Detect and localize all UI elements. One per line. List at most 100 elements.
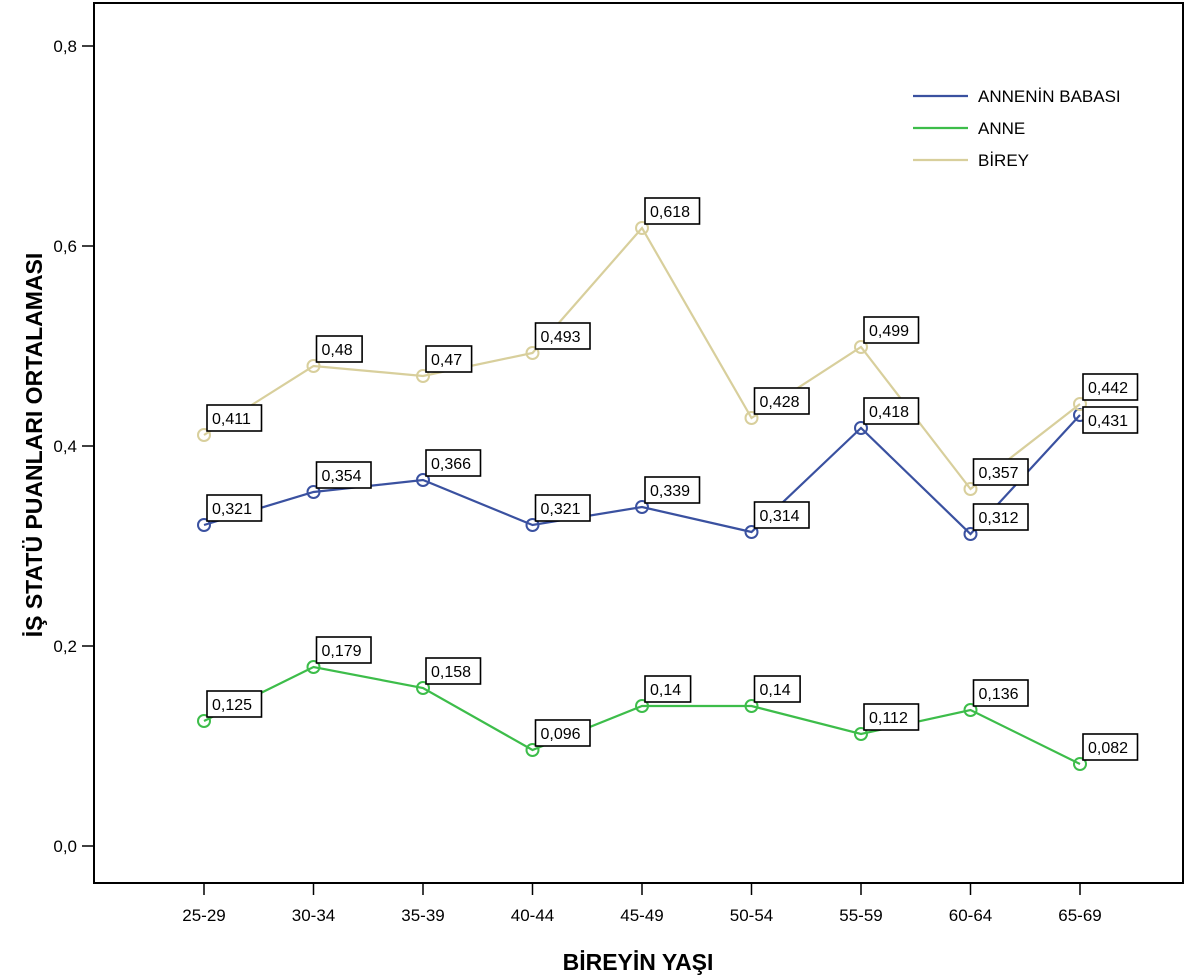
series-0-point-2 (416, 473, 430, 487)
data-label-box-0-1 (315, 461, 372, 489)
data-label-2-1: 0,48 (322, 342, 353, 359)
series-line-1 (203, 665, 1081, 765)
data-label-0-0: 0,321 (212, 501, 252, 518)
data-label-box-0-4 (644, 476, 701, 504)
x-tick-label-0: 25-29 (182, 906, 225, 925)
legend-label-0: ANNENİN BABASI (978, 87, 1121, 106)
data-label-box-1-5 (753, 675, 801, 703)
data-label-box-0-6 (863, 397, 920, 425)
data-label-box-0-2 (425, 449, 482, 477)
data-label-1-7: 0,136 (979, 686, 1019, 703)
data-label-1-8: 0,082 (1088, 740, 1128, 757)
data-label-box-1-2 (425, 657, 482, 685)
series-0-point-5 (744, 525, 759, 539)
data-label-box-2-7 (972, 458, 1029, 486)
data-label-box-1-8 (1082, 733, 1139, 761)
series-2-point-7 (963, 482, 978, 496)
y-tick-label-3: 0,6 (53, 237, 77, 256)
data-label-2-7: 0,357 (979, 465, 1019, 482)
series-1-point-0 (197, 714, 211, 728)
y-tick-label-2: 0,4 (53, 437, 77, 456)
series-2-point-2 (416, 369, 430, 383)
data-label-2-6: 0,499 (869, 323, 909, 340)
data-label-2-5: 0,428 (760, 394, 800, 411)
data-label-box-2-5 (753, 387, 810, 415)
legend: ANNENİN BABASI ANNE BİREY (913, 87, 1121, 170)
data-label-0-2: 0,366 (431, 456, 471, 473)
x-axis: 25-29 30-34 35-39 40-44 45-49 50-54 55-59 60-64… (182, 883, 1102, 925)
data-label-0-3: 0,321 (541, 501, 581, 518)
series-1-point-2 (416, 681, 430, 695)
data-label-box-2-3 (534, 322, 591, 350)
y-tick-label-4: 0,8 (53, 37, 77, 56)
data-label-box-1-3 (534, 719, 591, 747)
data-label-2-2: 0,47 (431, 352, 462, 369)
series-1-point-6 (854, 727, 868, 741)
x-tick-label-2: 35-39 (401, 906, 444, 925)
data-label-1-4: 0,14 (650, 682, 681, 699)
series-1-point-7 (963, 703, 978, 717)
y-tick-label-0: 0,0 (53, 837, 77, 856)
plot-frame (93, 2, 1184, 884)
series-layer (197, 221, 1087, 771)
x-tick-label-5: 50-54 (730, 906, 773, 925)
series-0-point-0 (197, 518, 211, 532)
series-2-point-5 (744, 411, 759, 425)
series-2-point-4 (635, 221, 649, 235)
data-label-1-1: 0,179 (322, 643, 362, 660)
data-label-1-3: 0,096 (541, 726, 581, 743)
series-0-point-1 (306, 485, 321, 499)
data-label-0-4: 0,339 (650, 483, 690, 500)
series-0-point-3 (525, 518, 540, 532)
data-label-2-0: 0,411 (212, 411, 251, 428)
y-axis-title: İŞ STATÜ PUANLARI ORTALAMASI (21, 253, 47, 638)
data-label-1-5: 0,14 (760, 682, 791, 699)
series-2-point-8 (1073, 397, 1087, 411)
x-tick-label-6: 55-59 (839, 906, 882, 925)
data-label-0-5: 0,314 (760, 508, 800, 525)
data-label-box-1-4 (644, 675, 692, 703)
x-tick-label-7: 60-64 (949, 906, 992, 925)
data-label-0-1: 0,354 (322, 468, 362, 485)
data-label-box-2-4 (644, 197, 701, 225)
data-label-2-8: 0,442 (1088, 380, 1128, 397)
data-label-0-8: 0,431 (1088, 413, 1128, 430)
data-label-layer: 0,321 0,354 0,366 0,321 0,339 0,314 0,418 0,312… (206, 197, 1139, 761)
data-label-box-1-1 (315, 636, 372, 664)
x-tick-label-4: 45-49 (620, 906, 663, 925)
data-label-2-4: 0,618 (650, 204, 690, 221)
data-label-box-1-7 (972, 679, 1029, 707)
legend-label-1: ANNE (978, 119, 1025, 138)
series-1-point-1 (306, 660, 321, 674)
series-0-point-7 (963, 527, 978, 541)
series-2-point-3 (525, 346, 540, 360)
data-label-0-6: 0,418 (869, 404, 909, 421)
data-label-box-2-0 (206, 404, 263, 432)
x-tick-label-8: 65-69 (1058, 906, 1101, 925)
x-axis-title: BİREYİN YAŞI (563, 949, 714, 975)
x-tick-label-1: 30-34 (292, 906, 335, 925)
series-1-point-3 (525, 743, 540, 757)
series-2-point-0 (197, 428, 211, 442)
series-1-point-8 (1073, 757, 1087, 771)
data-label-box-1-6 (863, 703, 920, 731)
y-tick-label-1: 0,2 (53, 637, 77, 656)
series-line-2 (203, 226, 1081, 491)
data-label-box-0-8 (1082, 406, 1139, 434)
legend-label-2: BİREY (978, 151, 1029, 170)
data-label-box-2-1 (315, 335, 363, 363)
data-label-box-0-3 (534, 494, 591, 522)
data-label-box-2-6 (863, 316, 920, 344)
data-label-1-6: 0,112 (869, 710, 908, 727)
data-label-1-2: 0,158 (431, 664, 471, 681)
data-label-box-0-0 (206, 494, 263, 522)
data-label-box-0-5 (753, 501, 810, 529)
x-tick-label-3: 40-44 (511, 906, 554, 925)
data-label-box-2-2 (425, 345, 473, 373)
y-axis: 0,0 0,2 0,4 0,6 0,8 (53, 37, 94, 856)
series-2-point-1 (306, 359, 321, 373)
series-0-point-6 (854, 421, 868, 435)
series-1-point-5 (744, 699, 759, 713)
series-1-point-4 (635, 699, 649, 713)
